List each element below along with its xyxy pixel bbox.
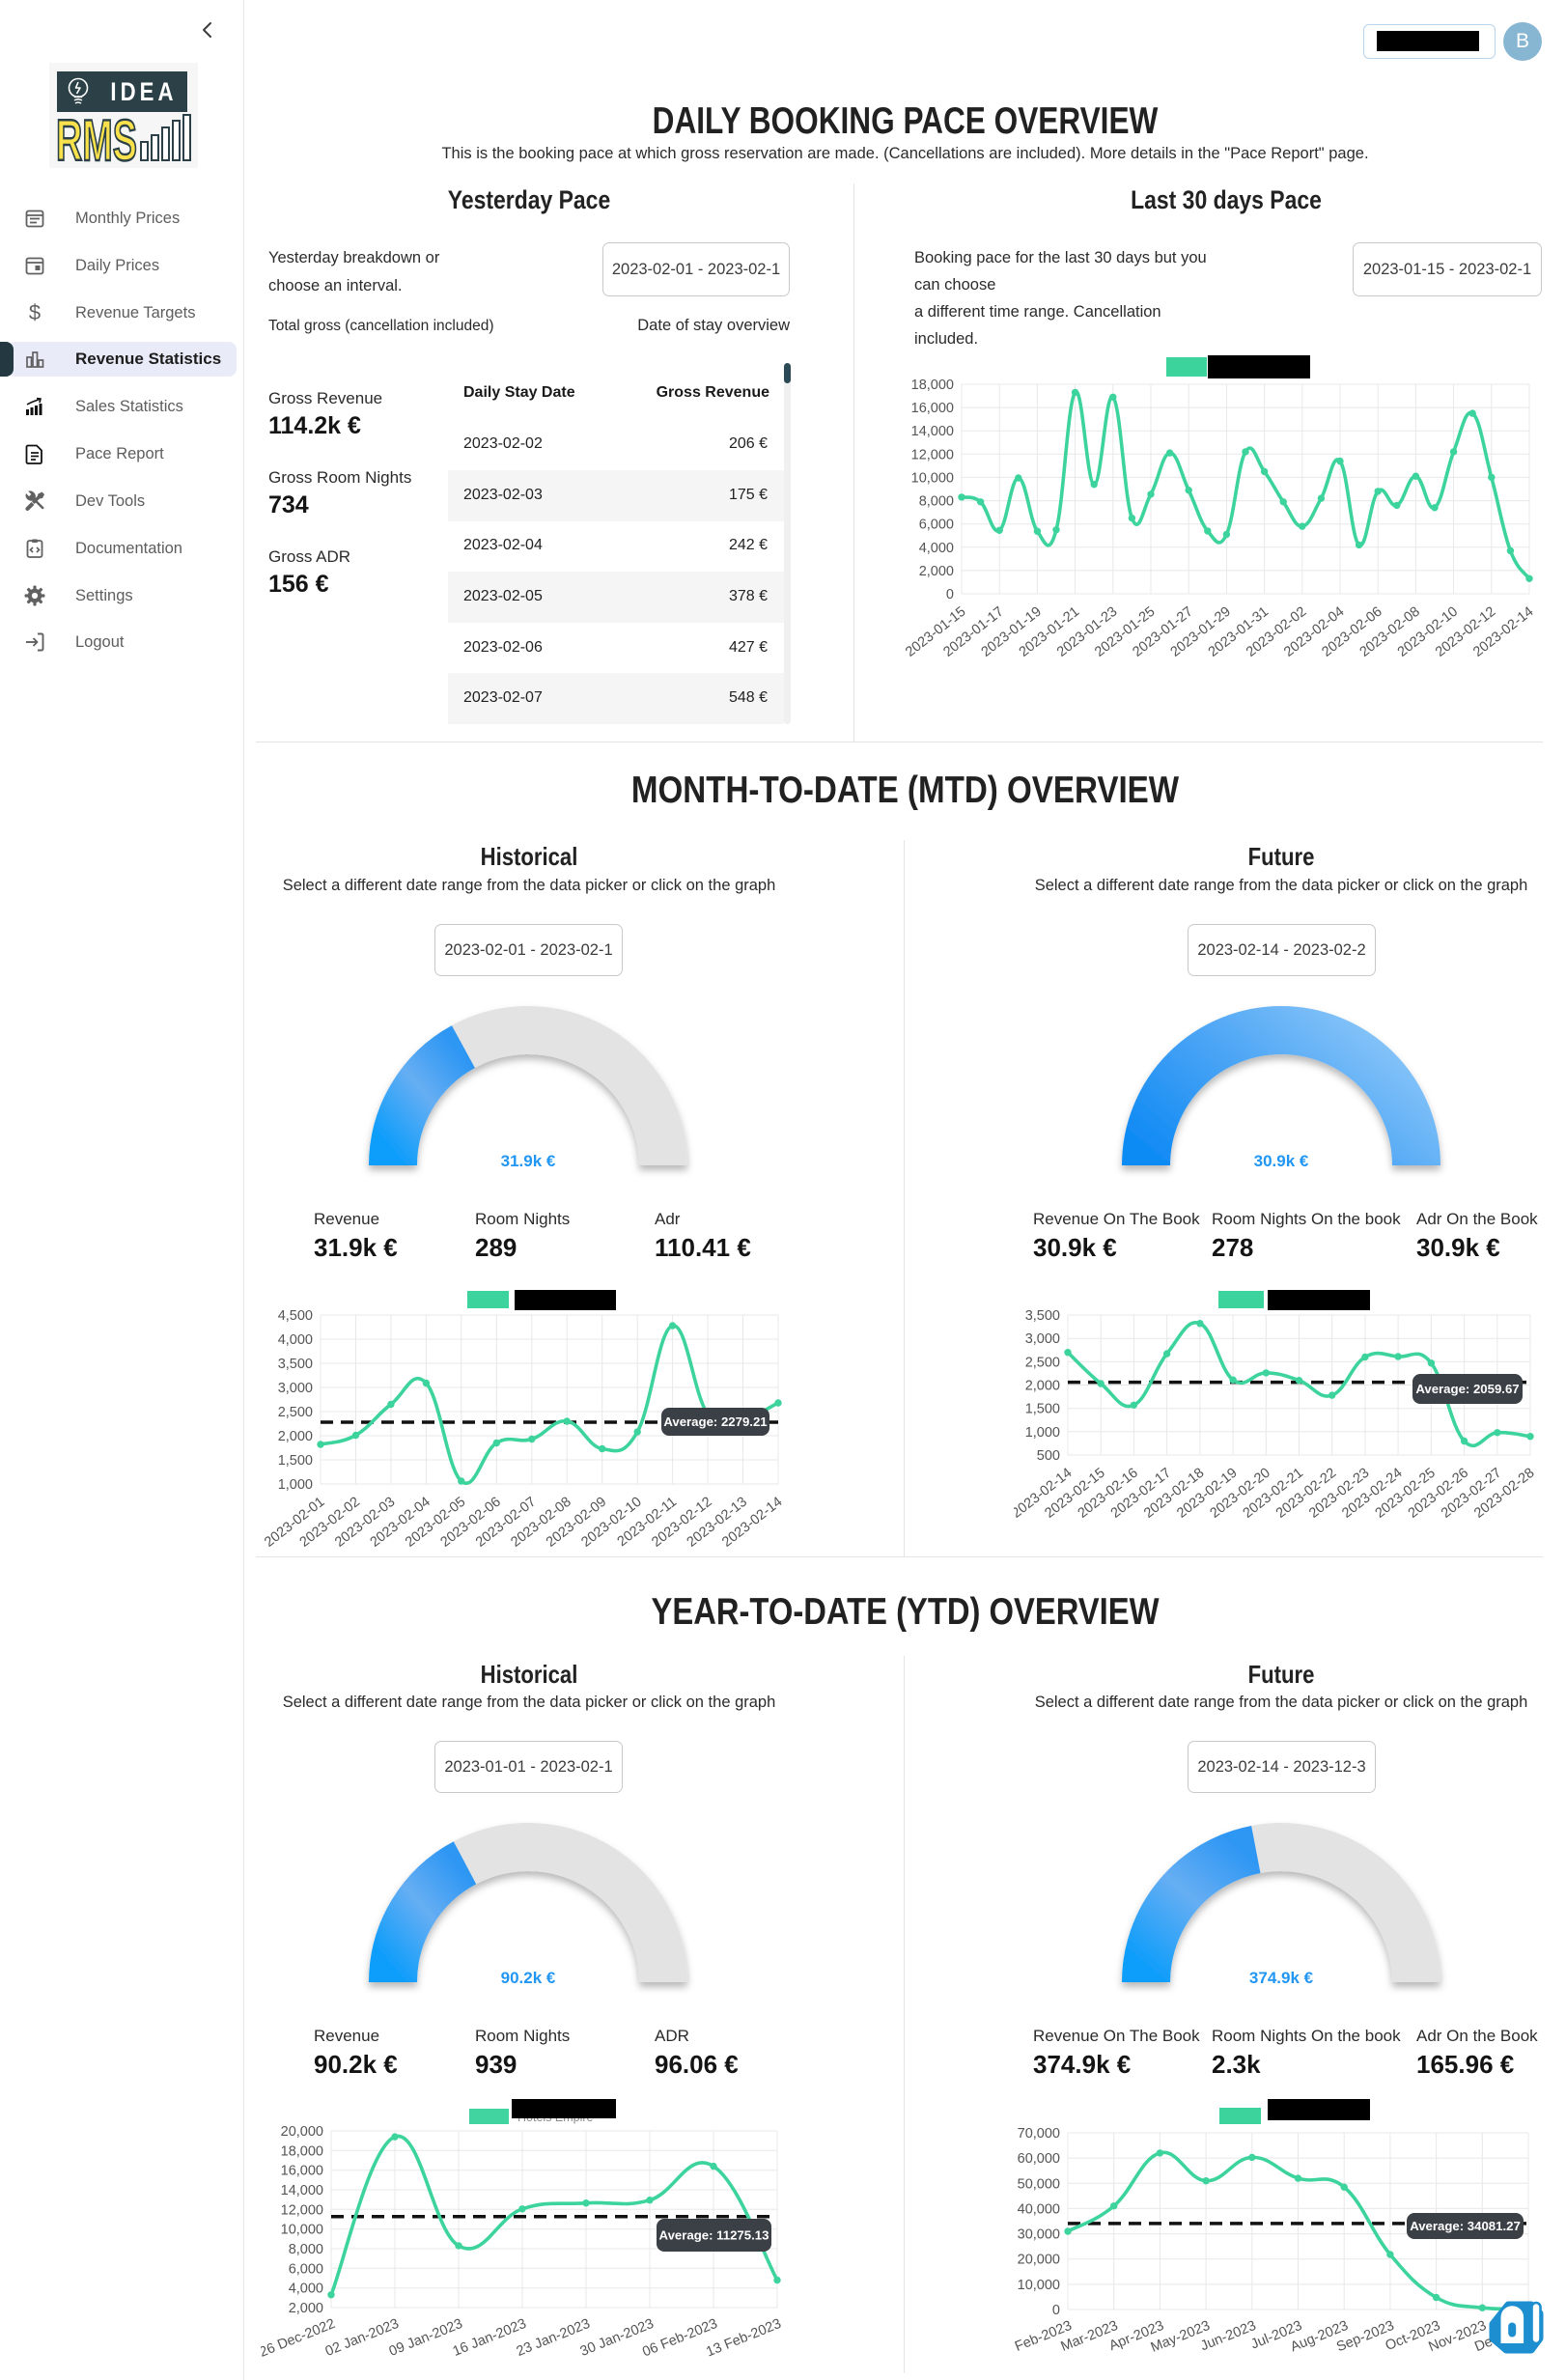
svg-text:6,000: 6,000: [289, 2261, 323, 2277]
svg-text:16,000: 16,000: [281, 2164, 323, 2179]
svg-text:20,000: 20,000: [1018, 2253, 1060, 2268]
svg-text:1,500: 1,500: [1025, 1402, 1060, 1417]
svg-text:2,000: 2,000: [1025, 1379, 1060, 1394]
svg-text:8,000: 8,000: [919, 494, 954, 510]
svg-text:12,000: 12,000: [911, 447, 954, 462]
svg-text:30,000: 30,000: [1018, 2227, 1060, 2243]
svg-text:0: 0: [946, 587, 954, 602]
svg-text:4,000: 4,000: [278, 1332, 313, 1348]
svg-text:31.9k €: 31.9k €: [501, 1152, 556, 1170]
svg-text:4,500: 4,500: [278, 1308, 313, 1324]
svg-text:2,000: 2,000: [919, 564, 954, 579]
svg-text:3,500: 3,500: [278, 1357, 313, 1372]
svg-text:60,000: 60,000: [1018, 2151, 1060, 2167]
svg-text:10,000: 10,000: [911, 470, 954, 486]
svg-text:Average: 2279.21: Average: 2279.21: [663, 1414, 767, 1429]
svg-text:$: $: [29, 302, 41, 323]
svg-text:4,000: 4,000: [919, 541, 954, 556]
svg-text:3,000: 3,000: [1025, 1331, 1060, 1347]
svg-text:2,000: 2,000: [278, 1429, 313, 1444]
svg-text:40,000: 40,000: [1018, 2201, 1060, 2217]
svg-text:374.9k €: 374.9k €: [1249, 1969, 1314, 1987]
svg-text:Average: 34081.27: Average: 34081.27: [1410, 2219, 1521, 2233]
svg-text:2,000: 2,000: [289, 2301, 323, 2316]
svg-text:4,000: 4,000: [289, 2282, 323, 2297]
svg-text:18,000: 18,000: [281, 2143, 323, 2159]
svg-text:2,500: 2,500: [278, 1405, 313, 1420]
svg-text:50,000: 50,000: [1018, 2176, 1060, 2192]
svg-text:1,500: 1,500: [278, 1453, 313, 1469]
svg-text:Average: 11275.13: Average: 11275.13: [659, 2228, 769, 2243]
svg-text:14,000: 14,000: [911, 424, 954, 439]
svg-text:3,500: 3,500: [1025, 1308, 1060, 1324]
svg-text:14,000: 14,000: [281, 2183, 323, 2198]
svg-text:1,000: 1,000: [278, 1477, 313, 1493]
svg-text:18,000: 18,000: [911, 378, 954, 393]
svg-text:10,000: 10,000: [281, 2223, 323, 2238]
svg-text:3,000: 3,000: [278, 1381, 313, 1396]
svg-text:2,500: 2,500: [1025, 1355, 1060, 1370]
svg-text:6,000: 6,000: [919, 518, 954, 533]
svg-text:10,000: 10,000: [1018, 2278, 1060, 2293]
svg-text:0: 0: [1052, 2303, 1060, 2318]
svg-text:90.2k €: 90.2k €: [501, 1969, 556, 1987]
svg-text:1,000: 1,000: [1025, 1425, 1060, 1441]
svg-text:12,000: 12,000: [281, 2202, 323, 2218]
svg-text:Average: 2059.67: Average: 2059.67: [1415, 1382, 1519, 1396]
svg-text:70,000: 70,000: [1018, 2126, 1060, 2142]
svg-text:16,000: 16,000: [911, 401, 954, 416]
svg-text:500: 500: [1037, 1448, 1060, 1464]
svg-text:8,000: 8,000: [289, 2242, 323, 2257]
svg-text:30.9k €: 30.9k €: [1254, 1152, 1309, 1170]
svg-text:20,000: 20,000: [281, 2124, 323, 2140]
